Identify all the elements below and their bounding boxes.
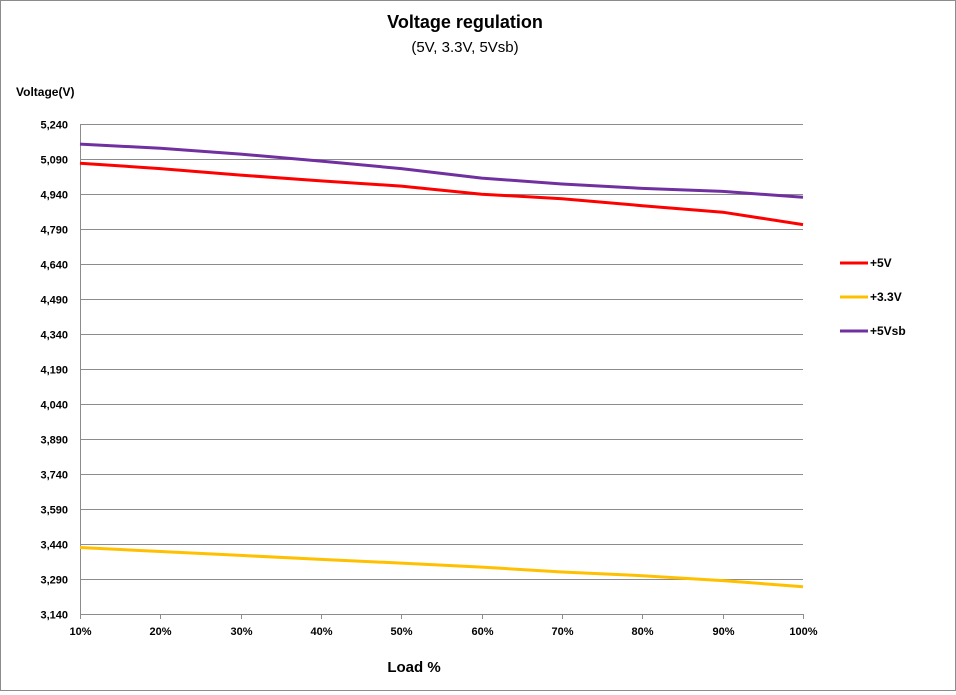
y-tick-label: 3,590 bbox=[40, 505, 68, 517]
legend-label: +5Vsb bbox=[870, 324, 906, 338]
y-tick-label: 4,190 bbox=[40, 365, 68, 377]
chart-title: Voltage regulation bbox=[387, 12, 543, 32]
x-tick-label: 10% bbox=[69, 626, 91, 638]
x-tick-label: 70% bbox=[551, 626, 573, 638]
legend: +5V +3.3V +5Vsb bbox=[840, 256, 906, 338]
series-line-5vsb bbox=[79, 142, 804, 199]
legend-label: +3.3V bbox=[870, 290, 902, 304]
x-tick-label: 80% bbox=[631, 626, 653, 638]
x-tick-label: 100% bbox=[789, 626, 817, 638]
y-tick-label: 3,290 bbox=[40, 575, 68, 587]
axes bbox=[80, 124, 804, 619]
series-line-33v bbox=[79, 546, 804, 589]
x-tick-label: 20% bbox=[149, 626, 171, 638]
y-tick-label: 4,040 bbox=[40, 400, 68, 412]
x-axis-label: Load % bbox=[387, 659, 440, 676]
y-tick-label: 4,940 bbox=[40, 190, 68, 202]
y-tick-label: 5,240 bbox=[40, 120, 68, 132]
series-line-5v bbox=[79, 161, 804, 227]
y-tick-label: 3,140 bbox=[40, 610, 68, 622]
x-tick-label: 50% bbox=[390, 626, 412, 638]
y-tick-label: 3,890 bbox=[40, 435, 68, 447]
y-tick-label: 3,440 bbox=[40, 540, 68, 552]
grid-lines bbox=[80, 124, 803, 615]
x-tick-label: 30% bbox=[230, 626, 252, 638]
x-tick-label: 40% bbox=[310, 626, 332, 638]
y-tick-label: 3,740 bbox=[40, 470, 68, 482]
y-tick-label: 4,640 bbox=[40, 260, 68, 272]
y-axis-label: Voltage(V) bbox=[16, 85, 74, 99]
chart-subtitle: (5V, 3.3V, 5Vsb) bbox=[411, 39, 518, 56]
x-tick-label: 90% bbox=[712, 626, 734, 638]
y-tick-label: 4,790 bbox=[40, 225, 68, 237]
y-tick-labels: 3,140 3,290 3,440 3,590 3,740 3,890 4,040 4,190… bbox=[40, 120, 68, 622]
y-tick-label: 4,490 bbox=[40, 295, 68, 307]
x-tick-label: 60% bbox=[471, 626, 493, 638]
series-lines bbox=[79, 142, 804, 589]
y-tick-label: 5,090 bbox=[40, 155, 68, 167]
x-tick-labels: 10% 20% 30% 40% 50% 60% 70% 80% 90% 100% bbox=[69, 626, 817, 638]
legend-label: +5V bbox=[870, 256, 892, 270]
y-tick-label: 4,340 bbox=[40, 330, 68, 342]
